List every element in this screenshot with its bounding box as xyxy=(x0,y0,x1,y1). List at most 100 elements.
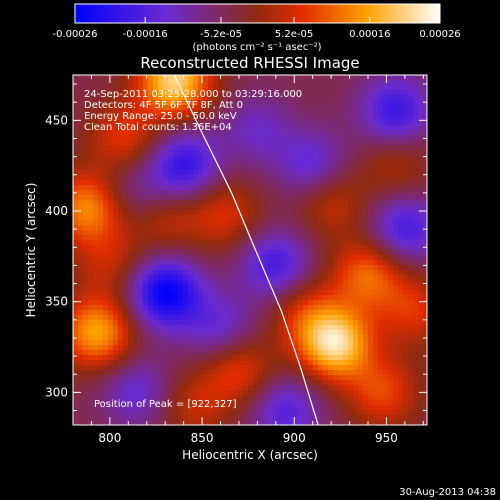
heatmap-cell xyxy=(318,345,324,351)
heatmap-cell xyxy=(393,415,399,421)
heatmap-cell xyxy=(133,250,139,256)
heatmap-cell xyxy=(148,80,154,86)
heatmap-cell xyxy=(218,265,224,271)
heatmap-cell xyxy=(343,145,349,151)
heatmap-cell xyxy=(153,370,159,376)
heatmap-cell xyxy=(308,120,314,126)
heatmap-cell xyxy=(393,120,399,126)
heatmap-cell xyxy=(228,190,234,196)
heatmap-cell xyxy=(73,350,79,356)
heatmap-cell xyxy=(158,275,164,281)
heatmap-cell xyxy=(298,155,304,161)
heatmap-cell xyxy=(88,330,94,336)
heatmap-cell xyxy=(323,315,329,321)
heatmap-cell xyxy=(158,335,164,341)
heatmap-cell xyxy=(88,250,94,256)
heatmap-cell xyxy=(173,340,179,346)
heatmap-cell xyxy=(198,215,204,221)
heatmap-cell xyxy=(323,215,329,221)
heatmap-cell xyxy=(373,380,379,386)
heatmap-cell xyxy=(108,405,114,411)
heatmap-cell xyxy=(263,150,269,156)
heatmap-cell xyxy=(193,265,199,271)
heatmap-cell xyxy=(348,375,354,381)
heatmap-cell xyxy=(103,85,109,91)
heatmap-cell xyxy=(148,100,154,106)
heatmap-cell xyxy=(138,355,144,361)
heatmap-cell xyxy=(148,310,154,316)
heatmap-cell xyxy=(168,410,174,416)
heatmap-cell xyxy=(293,230,299,236)
heatmap-cell xyxy=(123,125,129,131)
heatmap-cell xyxy=(358,185,364,191)
heatmap-cell xyxy=(148,350,154,356)
heatmap-cell xyxy=(138,110,144,116)
heatmap-cell xyxy=(88,150,94,156)
heatmap-cell xyxy=(353,265,359,271)
heatmap-cell xyxy=(343,80,349,86)
heatmap-cell xyxy=(403,185,409,191)
heatmap-cell xyxy=(248,165,254,171)
heatmap-cell xyxy=(173,370,179,376)
heatmap-cell xyxy=(203,385,209,391)
heatmap-cell xyxy=(273,105,279,111)
heatmap-cell xyxy=(93,165,99,171)
heatmap-cell xyxy=(368,270,374,276)
heatmap-cell xyxy=(203,410,209,416)
heatmap-cell xyxy=(383,175,389,181)
heatmap-cell xyxy=(418,395,424,401)
heatmap-cell xyxy=(223,95,229,101)
heatmap-cell xyxy=(228,115,234,121)
heatmap-cell xyxy=(158,415,164,421)
heatmap-cell xyxy=(413,290,419,296)
heatmap-cell xyxy=(358,300,364,306)
heatmap-cell xyxy=(163,125,169,131)
heatmap-cell xyxy=(288,325,294,331)
heatmap-cell xyxy=(243,170,249,176)
heatmap-cell xyxy=(128,315,134,321)
heatmap-cell xyxy=(103,390,109,396)
heatmap-cell xyxy=(153,125,159,131)
heatmap-cell xyxy=(108,170,114,176)
heatmap-cell xyxy=(183,90,189,96)
heatmap-cell xyxy=(263,240,269,246)
heatmap-cell xyxy=(203,215,209,221)
heatmap-cell xyxy=(228,325,234,331)
heatmap-cell xyxy=(88,75,94,81)
heatmap-cell xyxy=(113,420,119,425)
heatmap-cell xyxy=(278,315,284,321)
heatmap-cell xyxy=(188,200,194,206)
heatmap-cell xyxy=(168,325,174,331)
heatmap-cell xyxy=(168,380,174,386)
heatmap-cell xyxy=(193,200,199,206)
heatmap-cell xyxy=(128,215,134,221)
heatmap-cell xyxy=(238,115,244,121)
heatmap-cell xyxy=(298,125,304,131)
heatmap-cell xyxy=(138,235,144,241)
heatmap-cell xyxy=(408,190,414,196)
heatmap-cell xyxy=(378,335,384,341)
heatmap-cell xyxy=(358,140,364,146)
heatmap-cell xyxy=(108,420,114,425)
heatmap-cell xyxy=(93,260,99,266)
heatmap-cell xyxy=(108,105,114,111)
heatmap-cell xyxy=(333,90,339,96)
heatmap-cell xyxy=(348,390,354,396)
heatmap-cell xyxy=(123,120,129,126)
heatmap-cell xyxy=(208,275,214,281)
heatmap-cell xyxy=(273,95,279,101)
heatmap-cell xyxy=(273,100,279,106)
heatmap-cell xyxy=(123,320,129,326)
heatmap-cell xyxy=(393,385,399,391)
heatmap-cell xyxy=(403,125,409,131)
heatmap-cell xyxy=(278,180,284,186)
heatmap-cell xyxy=(138,250,144,256)
heatmap-cell xyxy=(328,325,334,331)
heatmap-cell xyxy=(133,260,139,266)
heatmap-cell xyxy=(153,160,159,166)
heatmap-cell xyxy=(138,380,144,386)
heatmap-cell xyxy=(123,375,129,381)
heatmap-cell xyxy=(283,285,289,291)
heatmap-cell xyxy=(208,130,214,136)
heatmap-cell xyxy=(328,100,334,106)
